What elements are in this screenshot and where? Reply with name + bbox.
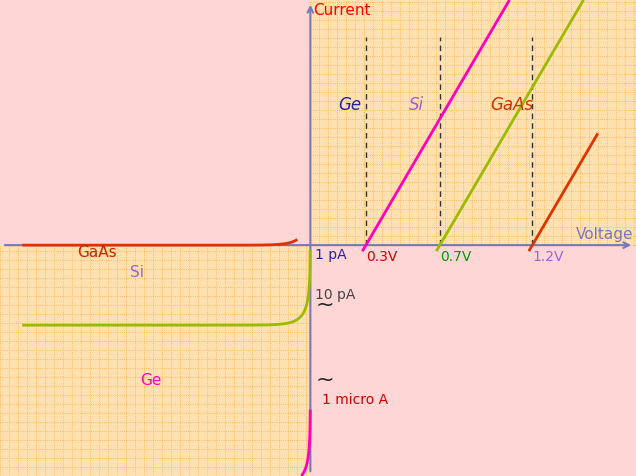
Text: GaAs: GaAs xyxy=(78,245,117,260)
Text: 10 pA: 10 pA xyxy=(315,288,356,302)
Text: 0.7V: 0.7V xyxy=(440,250,471,264)
Text: Voltage: Voltage xyxy=(576,227,633,242)
Text: Current: Current xyxy=(314,3,371,18)
Bar xyxy=(0,245,310,476)
Text: Ge: Ge xyxy=(338,96,361,114)
Text: ~: ~ xyxy=(315,370,334,390)
Text: 0.3V: 0.3V xyxy=(366,250,398,264)
Text: 1 micro A: 1 micro A xyxy=(322,393,389,407)
Text: GaAs: GaAs xyxy=(490,96,533,114)
Text: ~: ~ xyxy=(315,295,334,315)
Text: Si: Si xyxy=(408,96,424,114)
Text: Ge: Ge xyxy=(140,373,161,388)
Text: 1 pA: 1 pA xyxy=(315,248,347,262)
Bar xyxy=(310,0,636,245)
Text: Si: Si xyxy=(130,265,144,280)
Text: 1.2V: 1.2V xyxy=(532,250,564,264)
